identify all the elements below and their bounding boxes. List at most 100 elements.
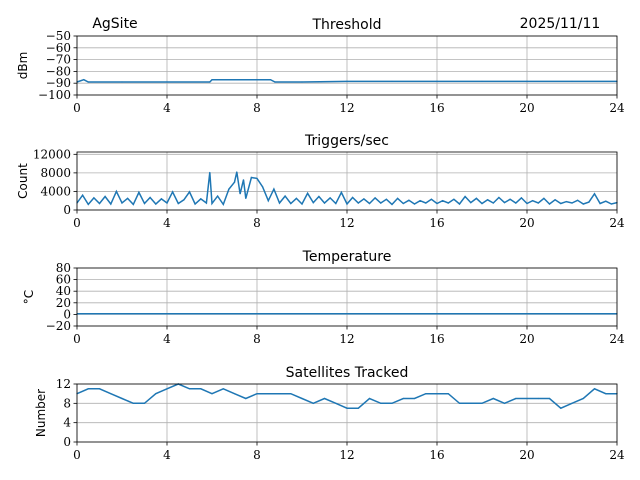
y-tick-label: −20: [46, 319, 71, 333]
data-point: [98, 388, 101, 390]
data-point: [520, 197, 522, 199]
data-point: [571, 80, 573, 83]
date-label: 2025/11/11: [520, 16, 601, 32]
data-point: [346, 407, 348, 409]
y-tick-label: 8000: [40, 166, 71, 180]
data-point: [194, 203, 196, 205]
data-point: [582, 397, 584, 400]
axes-frame: [76, 35, 618, 96]
y-tick-label: 40: [56, 284, 71, 298]
site-label: AgSite: [92, 16, 137, 32]
data-point: [233, 393, 236, 395]
y-tick-label: 12000: [33, 147, 71, 161]
data-point: [537, 397, 539, 400]
data-point: [83, 79, 85, 81]
data-point: [143, 202, 146, 205]
data-point: [599, 202, 601, 205]
x-tick-label: 12: [339, 448, 354, 462]
data-point: [543, 197, 545, 199]
data-point: [352, 196, 354, 199]
data-point: [256, 393, 258, 395]
data-point: [605, 393, 607, 395]
data-point: [233, 79, 236, 81]
data-point: [577, 199, 579, 201]
data-point: [318, 195, 320, 198]
y-tick-label: 20: [56, 296, 71, 310]
data-point: [335, 402, 337, 404]
y-tick-label: −50: [46, 29, 71, 43]
data-point: [312, 201, 314, 204]
x-tick-label: 24: [609, 448, 625, 462]
data-point: [368, 397, 371, 400]
data-point: [481, 80, 483, 83]
data-point: [209, 81, 211, 83]
data-point: [447, 393, 449, 395]
x-tick-label: 20: [519, 216, 534, 230]
y-tick-label: 80: [56, 261, 71, 275]
data-point: [205, 202, 207, 204]
data-point: [155, 393, 157, 395]
x-tick-label: 0: [73, 101, 81, 115]
data-point: [217, 195, 219, 197]
data-point: [537, 202, 539, 204]
data-point: [155, 203, 157, 205]
panel-title: Threshold: [312, 17, 382, 33]
data-point: [458, 402, 461, 404]
data-point: [273, 188, 275, 190]
data-point: [492, 202, 494, 204]
data-point: [357, 202, 359, 204]
data-point: [526, 397, 528, 400]
data-point: [582, 203, 584, 205]
data-point: [149, 196, 151, 199]
x-tick-label: 16: [429, 332, 444, 346]
data-point: [588, 201, 590, 203]
data-point: [127, 197, 129, 199]
data-point: [436, 80, 438, 83]
data-point: [391, 402, 393, 404]
x-tick-label: 16: [429, 448, 444, 462]
data-point: [560, 407, 562, 409]
data-point: [121, 397, 123, 400]
data-point: [242, 179, 245, 181]
data-point: [233, 181, 236, 183]
data-point: [250, 176, 252, 179]
data-point: [526, 80, 528, 83]
panel-title: Triggers/sec: [304, 133, 389, 149]
data-point: [121, 202, 123, 204]
y-tick-label: 0: [63, 307, 71, 321]
data-point: [222, 388, 224, 390]
data-point: [239, 193, 241, 195]
data-point: [346, 203, 348, 205]
x-tick-label: 24: [609, 216, 625, 230]
data-point: [166, 388, 168, 390]
data-point: [87, 81, 89, 83]
data-point: [368, 202, 371, 205]
data-point: [209, 171, 211, 174]
data-point: [211, 79, 213, 81]
data-point: [340, 191, 342, 193]
data-point: [267, 393, 269, 395]
x-tick-label: 4: [163, 216, 171, 230]
x-tick-label: 16: [429, 216, 444, 230]
data-point: [548, 397, 551, 400]
y-tick-label: 60: [56, 273, 71, 287]
x-tick-label: 12: [339, 332, 354, 346]
data-point: [436, 393, 438, 395]
data-point: [245, 397, 247, 400]
data-point: [295, 197, 297, 199]
data-point: [515, 397, 517, 400]
data-point: [526, 202, 528, 205]
data-point: [571, 402, 573, 404]
data-point: [274, 81, 276, 83]
data-point: [301, 397, 303, 400]
y-tick-label: 12: [56, 377, 71, 391]
data-point: [402, 202, 404, 205]
data-point: [397, 197, 399, 199]
x-tick-label: 20: [519, 332, 534, 346]
y-tick-label: −60: [46, 41, 71, 55]
data-point: [138, 191, 140, 193]
data-point: [200, 198, 202, 200]
data-point: [560, 202, 562, 205]
data-point: [87, 203, 89, 206]
